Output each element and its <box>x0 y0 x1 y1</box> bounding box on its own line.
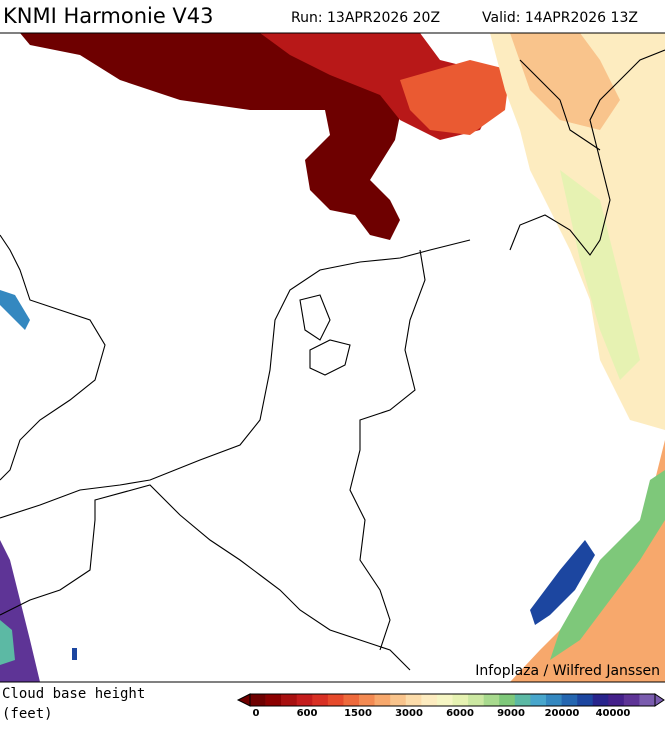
cloud-field <box>20 33 420 240</box>
coastline <box>0 234 106 481</box>
colorbar-segment <box>623 694 640 706</box>
colorbar-segment <box>561 694 578 706</box>
cloud-field <box>510 33 620 130</box>
colorbar-segment <box>577 694 593 706</box>
colorbar-label: 6000 <box>446 708 474 719</box>
cloud-field <box>0 290 30 330</box>
colorbar-segment <box>436 694 453 706</box>
colorbar-segment <box>530 694 547 706</box>
colorbar-segment <box>374 694 391 706</box>
colorbar-segment <box>483 694 500 706</box>
border <box>349 249 426 651</box>
colorbar-segment <box>592 694 609 706</box>
colorbar-segment <box>405 694 422 706</box>
legend-title: (feet) <box>2 706 53 722</box>
colorbar-segment <box>545 694 562 706</box>
cloud-field <box>72 648 77 660</box>
colorbar-segment <box>421 694 438 706</box>
colorbar-segment <box>468 694 484 706</box>
map: Infoplaza / Wilfred Janssen <box>0 32 665 683</box>
colorbar-segment <box>514 694 531 706</box>
legend-title: Cloud base height <box>2 686 145 702</box>
cloud-field <box>530 540 595 625</box>
coastline <box>0 239 471 519</box>
cloud-field <box>510 440 665 682</box>
colorbar-label: 1500 <box>344 708 372 719</box>
colorbar-segment <box>639 694 656 706</box>
cloud-field <box>560 170 640 380</box>
legend: Cloud base height (feet) 0 600 1500 3000 600… <box>2 686 665 722</box>
colorbar-segment <box>296 694 313 706</box>
title: KNMI Harmonie V43 <box>3 4 214 28</box>
cloud-field <box>400 60 510 135</box>
colorbar-outline <box>249 693 656 707</box>
colorbar-segment <box>250 694 266 706</box>
colorbar-segment <box>452 694 469 706</box>
colorbar-segment <box>312 694 329 706</box>
colorbar-segment <box>390 694 407 706</box>
lake <box>309 339 351 376</box>
colorbar-label: 3000 <box>395 708 423 719</box>
colorbar-segment <box>281 694 298 706</box>
colorbar-arrow <box>236 693 251 707</box>
colorbar-label: 0 <box>253 708 260 719</box>
colorbar-segment <box>608 694 625 706</box>
run-time: Run: 13APR2026 20Z <box>291 10 440 26</box>
coastline <box>519 59 601 151</box>
colorbar-segment <box>499 694 516 706</box>
colorbar-label: 600 <box>297 708 318 719</box>
colorbar-segment <box>343 694 360 706</box>
colorbar-label: 40000 <box>596 708 631 719</box>
cloud-field <box>550 470 665 660</box>
colorbar-label: 9000 <box>497 708 525 719</box>
colorbar-label: 20000 <box>545 708 580 719</box>
cloud-field <box>0 620 15 665</box>
valid-time: Valid: 14APR2026 13Z <box>482 10 638 26</box>
colorbar-arrow <box>654 693 665 707</box>
colorbar-segment <box>327 694 344 706</box>
colorbar-segment <box>359 694 375 706</box>
border <box>0 484 411 671</box>
coastline <box>509 49 665 256</box>
coastline <box>299 294 331 341</box>
credit: Infoplaza / Wilfred Janssen <box>475 663 660 679</box>
colorbar-segment <box>265 694 282 706</box>
